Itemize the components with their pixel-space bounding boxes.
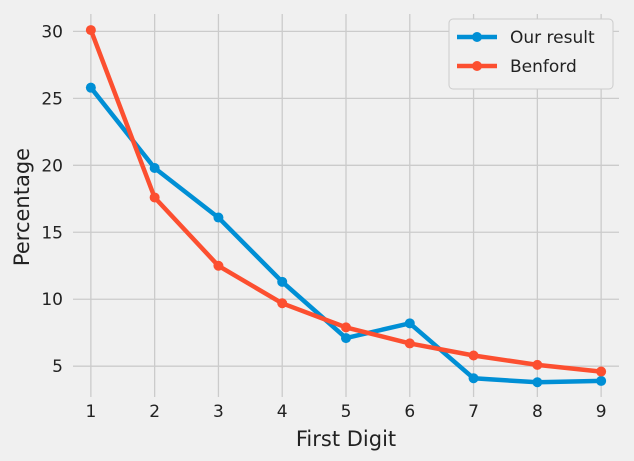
x-tick-label: 3 (213, 402, 224, 422)
x-tick-label: 2 (149, 402, 160, 422)
data-point (277, 276, 288, 287)
data-point (596, 375, 607, 386)
data-point (341, 322, 351, 333)
x-tick-label: 5 (341, 402, 352, 422)
legend-label: Our result (510, 28, 595, 48)
x-tick-label: 4 (277, 402, 288, 422)
legend: Our result Benford (448, 18, 614, 90)
data-point (596, 366, 607, 377)
y-tick-label: 10 (41, 290, 63, 310)
legend-swatch-marker (472, 32, 482, 42)
data-point (468, 373, 479, 384)
y-tick-label: 30 (41, 22, 63, 42)
data-point (149, 192, 160, 203)
data-point (404, 338, 415, 349)
data-point (532, 359, 543, 370)
tick-labels: 1 2 3 4 5 6 7 8 9 5 10 15 20 25 30 (41, 22, 606, 422)
y-tick-label: 15 (41, 223, 63, 243)
data-point (149, 163, 160, 174)
x-tick-label: 1 (85, 402, 96, 422)
data-point (341, 333, 351, 344)
y-tick-label: 20 (41, 156, 63, 176)
legend-label: Benford (510, 57, 577, 77)
x-tick-label: 9 (596, 402, 607, 422)
data-point (85, 25, 96, 36)
x-tick-label: 8 (532, 402, 543, 422)
data-point (277, 298, 288, 309)
series-lines (85, 25, 607, 388)
y-tick-label: 25 (41, 89, 63, 109)
data-point (85, 82, 96, 93)
x-axis-title: First Digit (296, 427, 396, 451)
legend-swatch-marker (472, 61, 482, 71)
y-tick-label: 5 (52, 357, 63, 377)
x-tick-label: 7 (468, 402, 479, 422)
grid (73, 14, 619, 397)
data-point (404, 318, 415, 329)
x-tick-label: 6 (404, 402, 415, 422)
data-point (213, 260, 224, 271)
y-axis-title: Percentage (10, 148, 34, 266)
data-point (213, 212, 224, 223)
data-point (468, 350, 479, 361)
data-point (532, 377, 543, 388)
